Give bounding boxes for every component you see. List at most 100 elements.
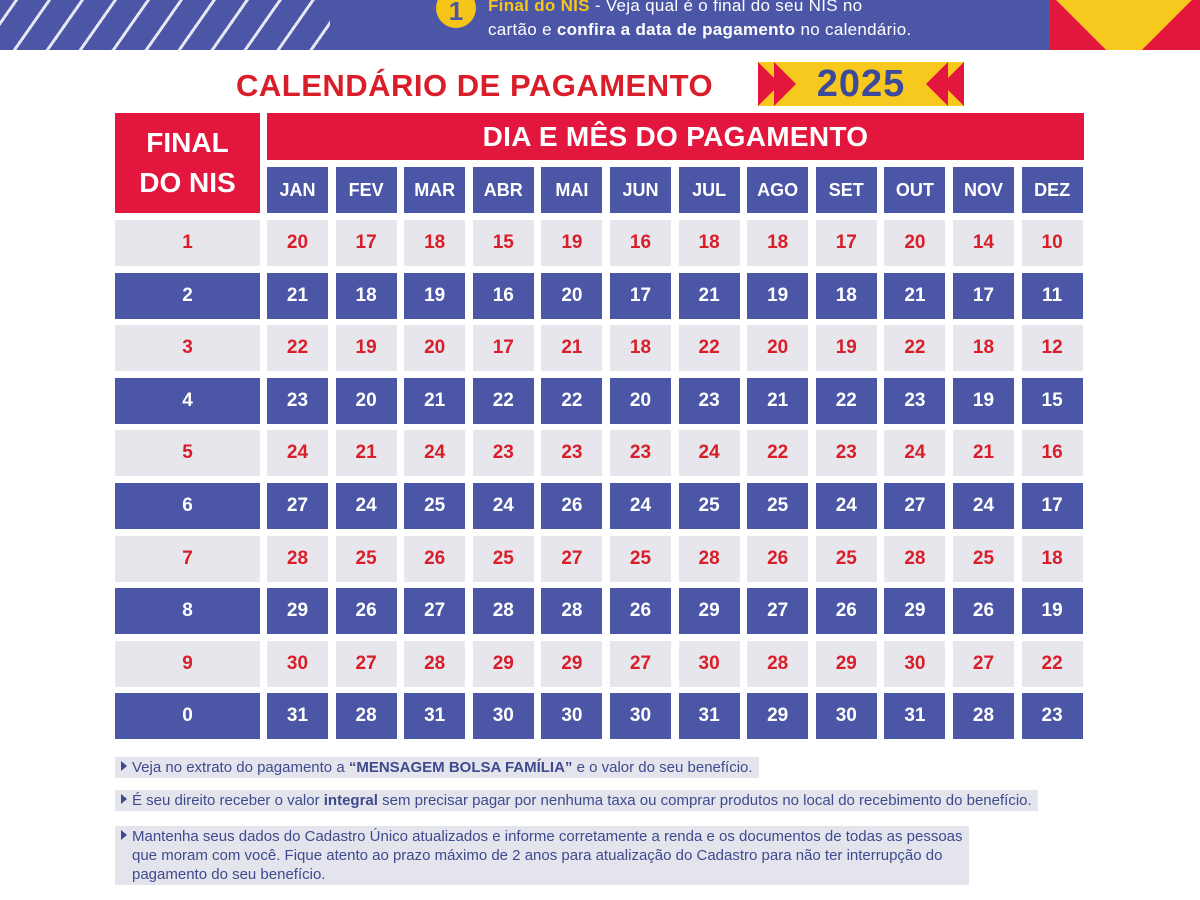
payment-day-cell: 21 (884, 272, 946, 319)
page-title: CALENDÁRIO DE PAGAMENTO (236, 68, 714, 103)
banner-instructions: Final do NIS - Veja qual é o final do se… (488, 0, 1008, 42)
payment-day-cell: 19 (953, 377, 1014, 424)
payment-day-cell: 24 (815, 483, 877, 529)
payment-day-cell: 27 (267, 483, 328, 529)
payment-day-cell: 31 (884, 693, 946, 740)
corner-logo-shape (1050, 0, 1200, 50)
payment-day-cell: 22 (678, 325, 740, 372)
payment-day-cell: 10 (1021, 220, 1083, 266)
payment-day-cell: 23 (541, 430, 603, 477)
payment-day-cell: 24 (678, 430, 740, 477)
payment-day-cell: 18 (1021, 535, 1083, 582)
payment-day-cell: 19 (1021, 588, 1083, 635)
month-header-jun: JUN (610, 167, 671, 213)
payment-day-cell: 30 (267, 640, 328, 687)
payment-day-cell: 27 (610, 640, 671, 687)
payment-day-cell: 21 (404, 377, 466, 424)
payment-day-cell: 21 (678, 272, 740, 319)
payment-date-header: DIA E MÊS DO PAGAMENTO (267, 113, 1084, 160)
payment-day-cell: 21 (267, 272, 328, 319)
note3-line1: Mantenha seus dados do Cadastro Único at… (132, 828, 963, 845)
payment-day-cell: 22 (472, 377, 534, 424)
payment-day-cell: 17 (1021, 483, 1083, 529)
payment-day-cell: 18 (815, 272, 877, 319)
month-header-fev: FEV (335, 167, 397, 213)
payment-day-cell: 16 (1021, 430, 1083, 477)
payment-day-cell: 24 (267, 430, 328, 477)
payment-day-cell: 28 (335, 693, 397, 740)
payment-day-cell: 22 (1021, 640, 1083, 687)
banner-line2-post: no calendário. (795, 20, 912, 39)
payment-day-cell: 26 (953, 588, 1014, 635)
payment-day-cell: 27 (335, 640, 397, 687)
payment-day-cell: 30 (610, 693, 671, 740)
arrow-left-icon (942, 62, 964, 106)
payment-day-cell: 16 (610, 220, 671, 266)
payment-day-cell: 29 (678, 588, 740, 635)
payment-day-cell: 28 (472, 588, 534, 635)
note2-pre: É seu direito receber o valor (132, 792, 324, 809)
month-header-set: SET (815, 167, 877, 213)
note2-bold: integral (323, 792, 378, 809)
month-header-jul: JUL (678, 167, 740, 213)
month-header-dez: DEZ (1021, 167, 1083, 213)
nis-final-cell: 4 (115, 377, 260, 424)
payment-day-cell: 22 (267, 325, 328, 372)
payment-day-cell: 31 (267, 693, 328, 740)
payment-day-cell: 19 (747, 272, 809, 319)
month-header-ago: AGO (747, 167, 809, 213)
payment-day-cell: 28 (267, 535, 328, 582)
payment-day-cell: 22 (747, 430, 809, 477)
payment-day-cell: 20 (884, 220, 946, 266)
payment-day-cell: 24 (884, 430, 946, 477)
payment-day-cell: 29 (541, 640, 603, 687)
nis-final-cell: 2 (115, 272, 260, 319)
payment-day-cell: 15 (472, 220, 534, 266)
payment-day-cell: 18 (678, 220, 740, 266)
payment-day-cell: 25 (335, 535, 397, 582)
payment-day-cell: 25 (472, 535, 534, 582)
note3-line3: pagamento do seu benefício. (132, 866, 326, 883)
final-nis-header-line1: FINAL (146, 127, 229, 158)
payment-day-cell: 20 (267, 220, 328, 266)
payment-day-cell: 30 (678, 640, 740, 687)
payment-day-cell: 19 (541, 220, 603, 266)
payment-day-cell: 18 (404, 220, 466, 266)
month-header-out: OUT (884, 167, 946, 213)
payment-day-cell: 16 (472, 272, 534, 319)
note-cadastro: Mantenha seus dados do Cadastro Único at… (115, 826, 969, 885)
payment-day-cell: 17 (472, 325, 534, 372)
year-label: 2025 (816, 62, 906, 105)
bullet-arrow-icon (121, 761, 127, 771)
payment-day-cell: 30 (815, 693, 877, 740)
payment-day-cell: 27 (953, 640, 1014, 687)
payment-day-cell: 30 (472, 693, 534, 740)
payment-day-cell: 26 (541, 483, 603, 529)
payment-day-cell: 23 (815, 430, 877, 477)
note1-post: e o valor do seu benefício. (572, 759, 753, 776)
payment-day-cell: 11 (1021, 272, 1083, 319)
payment-day-cell: 25 (404, 483, 466, 529)
note3-line2: que moram com você. Fique atento ao praz… (132, 847, 943, 864)
payment-day-cell: 22 (884, 325, 946, 372)
note2-post: sem precisar pagar por nenhuma taxa ou c… (377, 792, 1032, 809)
payment-day-cell: 19 (404, 272, 466, 319)
payment-day-cell: 22 (541, 377, 603, 424)
nis-final-cell: 1 (115, 220, 260, 266)
note1-pre: Veja no extrato do pagamento a (132, 759, 349, 776)
payment-day-cell: 29 (815, 640, 877, 687)
payment-day-cell: 25 (610, 535, 671, 582)
payment-day-cell: 14 (953, 220, 1014, 266)
decorative-stripes (0, 0, 330, 50)
month-header-mai: MAI (541, 167, 603, 213)
final-nis-header: FINAL DO NIS (115, 113, 260, 213)
banner-line1: - Veja qual é o final do seu NIS no (589, 0, 863, 15)
nis-final-cell: 8 (115, 588, 260, 635)
payment-day-cell: 15 (1021, 377, 1083, 424)
note-rights: É seu direito receber o valor integral s… (115, 790, 1038, 811)
payment-day-cell: 12 (1021, 325, 1083, 372)
nis-final-cell: 6 (115, 483, 260, 529)
payment-day-cell: 22 (815, 377, 877, 424)
final-nis-header-line2: DO NIS (139, 167, 236, 198)
banner-line2-pre: cartão e (488, 20, 557, 39)
